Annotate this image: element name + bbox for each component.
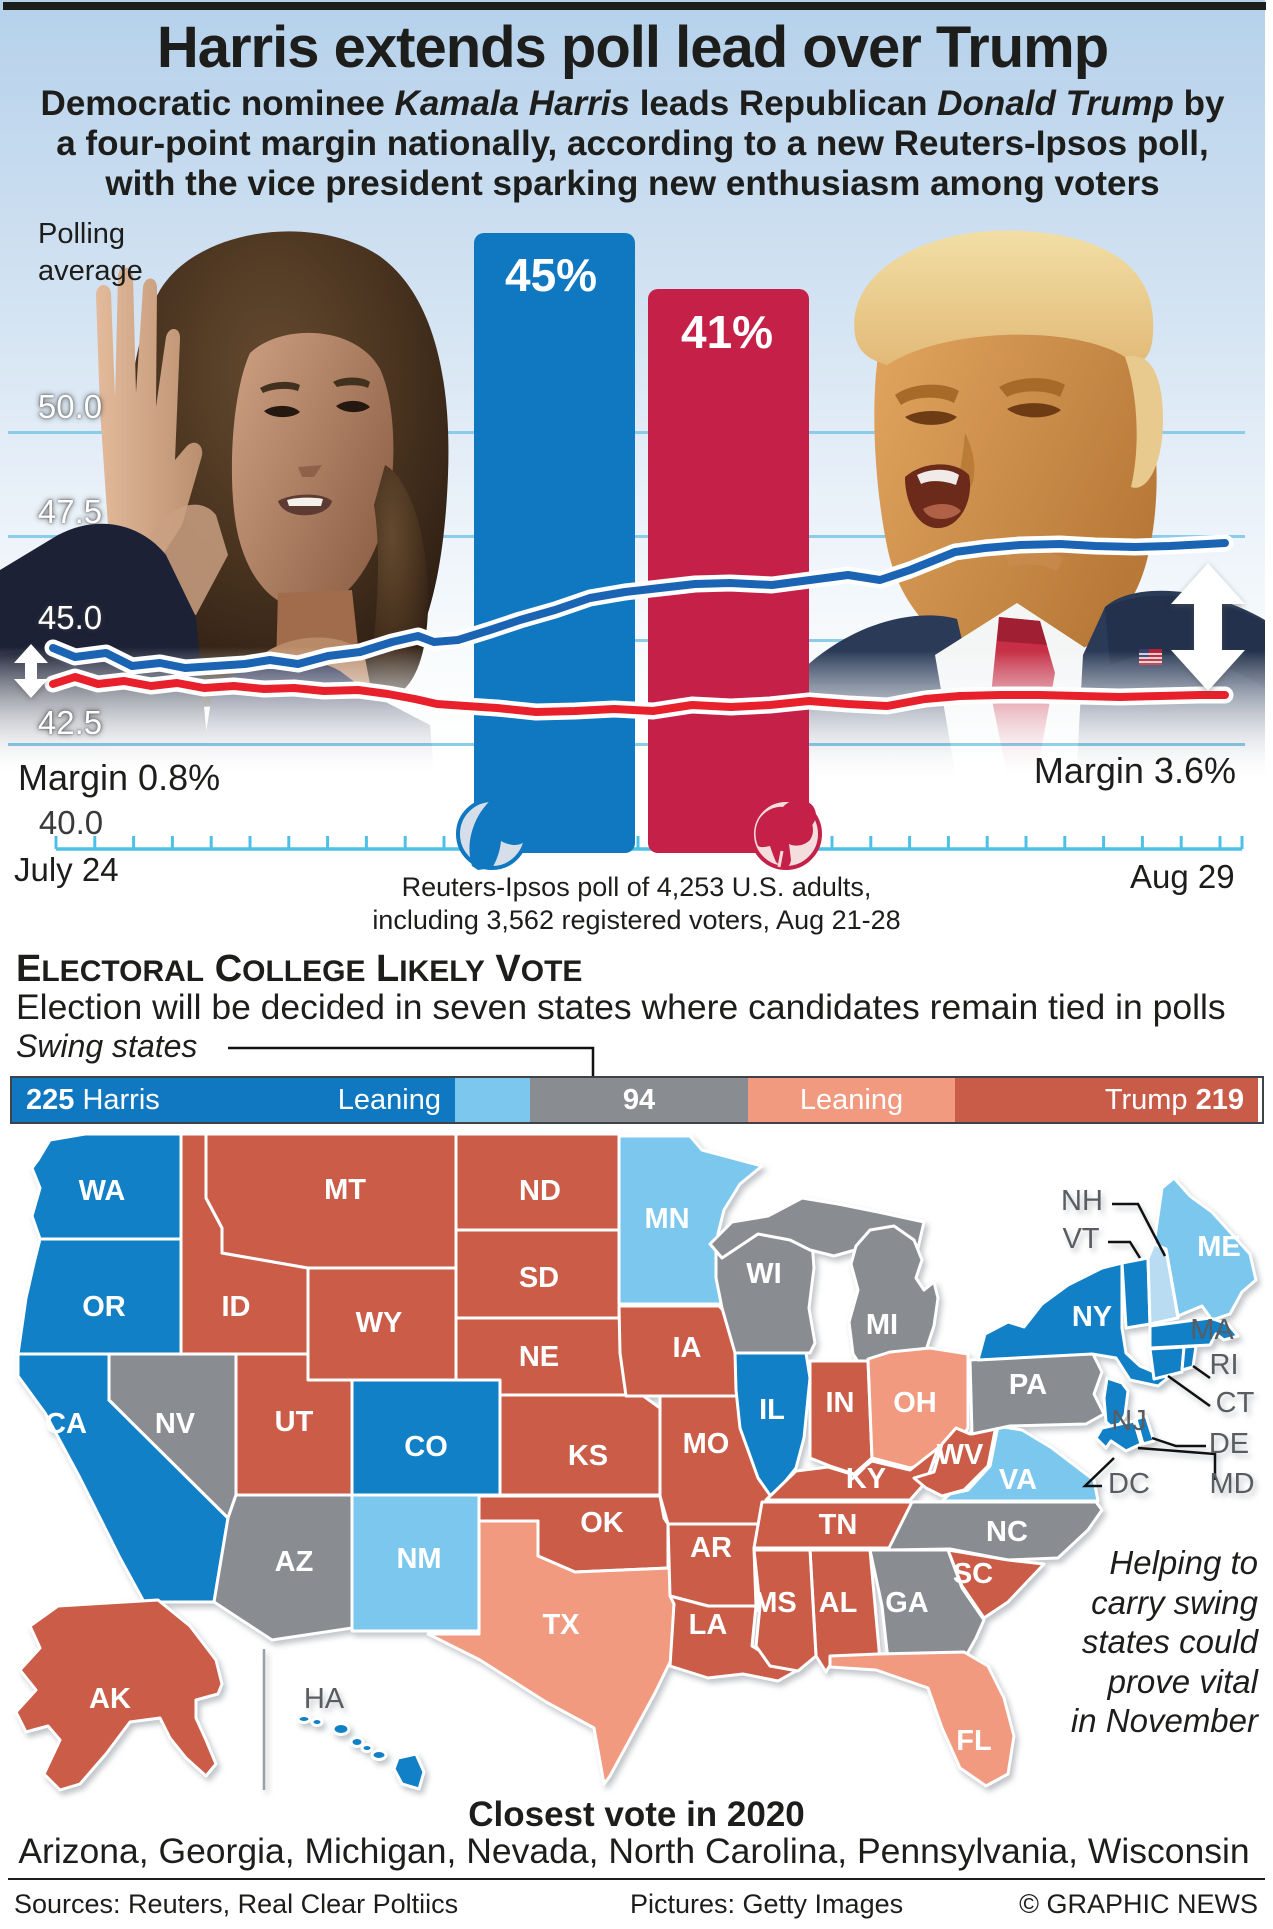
svg-text:PA: PA: [1009, 1369, 1047, 1401]
svg-text:CT: CT: [1216, 1387, 1255, 1419]
svg-text:MT: MT: [324, 1174, 366, 1206]
svg-text:NY: NY: [1072, 1301, 1112, 1333]
svg-text:IA: IA: [673, 1332, 702, 1364]
svg-text:DE: DE: [1209, 1428, 1249, 1460]
svg-text:SC: SC: [953, 1558, 993, 1590]
svg-text:GA: GA: [885, 1587, 929, 1619]
svg-text:NM: NM: [396, 1543, 441, 1575]
svg-text:UT: UT: [275, 1406, 314, 1438]
svg-text:OH: OH: [893, 1387, 937, 1419]
svg-text:ME: ME: [1197, 1231, 1241, 1263]
svg-text:FL: FL: [956, 1725, 991, 1757]
svg-text:NH: NH: [1061, 1185, 1103, 1217]
svg-text:TX: TX: [542, 1609, 580, 1641]
svg-text:MD: MD: [1209, 1468, 1254, 1500]
svg-text:ND: ND: [519, 1175, 561, 1207]
svg-text:NE: NE: [519, 1341, 559, 1373]
svg-text:CO: CO: [404, 1431, 448, 1463]
svg-text:KY: KY: [846, 1463, 886, 1495]
svg-text:NJ: NJ: [1111, 1405, 1146, 1437]
svg-text:SD: SD: [519, 1262, 559, 1294]
svg-text:WY: WY: [356, 1307, 403, 1339]
svg-text:VA: VA: [999, 1464, 1037, 1496]
svg-text:AK: AK: [89, 1683, 131, 1715]
svg-text:AZ: AZ: [275, 1546, 314, 1578]
svg-text:WI: WI: [746, 1258, 781, 1290]
svg-text:WA: WA: [79, 1175, 126, 1207]
svg-text:LA: LA: [689, 1609, 728, 1641]
svg-text:NV: NV: [155, 1408, 196, 1440]
svg-text:OR: OR: [82, 1291, 126, 1323]
svg-text:AR: AR: [690, 1532, 732, 1564]
svg-text:RI: RI: [1210, 1349, 1239, 1381]
svg-text:TN: TN: [819, 1509, 858, 1541]
svg-text:HA: HA: [304, 1683, 345, 1715]
svg-text:ID: ID: [222, 1291, 251, 1323]
svg-text:NC: NC: [986, 1516, 1028, 1548]
svg-text:MO: MO: [683, 1428, 730, 1460]
svg-text:MA: MA: [1190, 1314, 1234, 1346]
svg-text:OK: OK: [580, 1507, 624, 1539]
svg-text:MS: MS: [753, 1587, 797, 1619]
svg-text:IL: IL: [759, 1394, 785, 1426]
svg-text:DC: DC: [1108, 1468, 1150, 1500]
svg-text:IN: IN: [826, 1387, 855, 1419]
svg-text:CA: CA: [45, 1408, 87, 1440]
svg-text:MN: MN: [644, 1203, 689, 1235]
svg-text:KS: KS: [568, 1440, 608, 1472]
svg-text:VT: VT: [1062, 1223, 1099, 1255]
svg-text:AL: AL: [819, 1587, 858, 1619]
svg-text:MI: MI: [866, 1309, 898, 1341]
svg-text:WV: WV: [937, 1439, 984, 1471]
